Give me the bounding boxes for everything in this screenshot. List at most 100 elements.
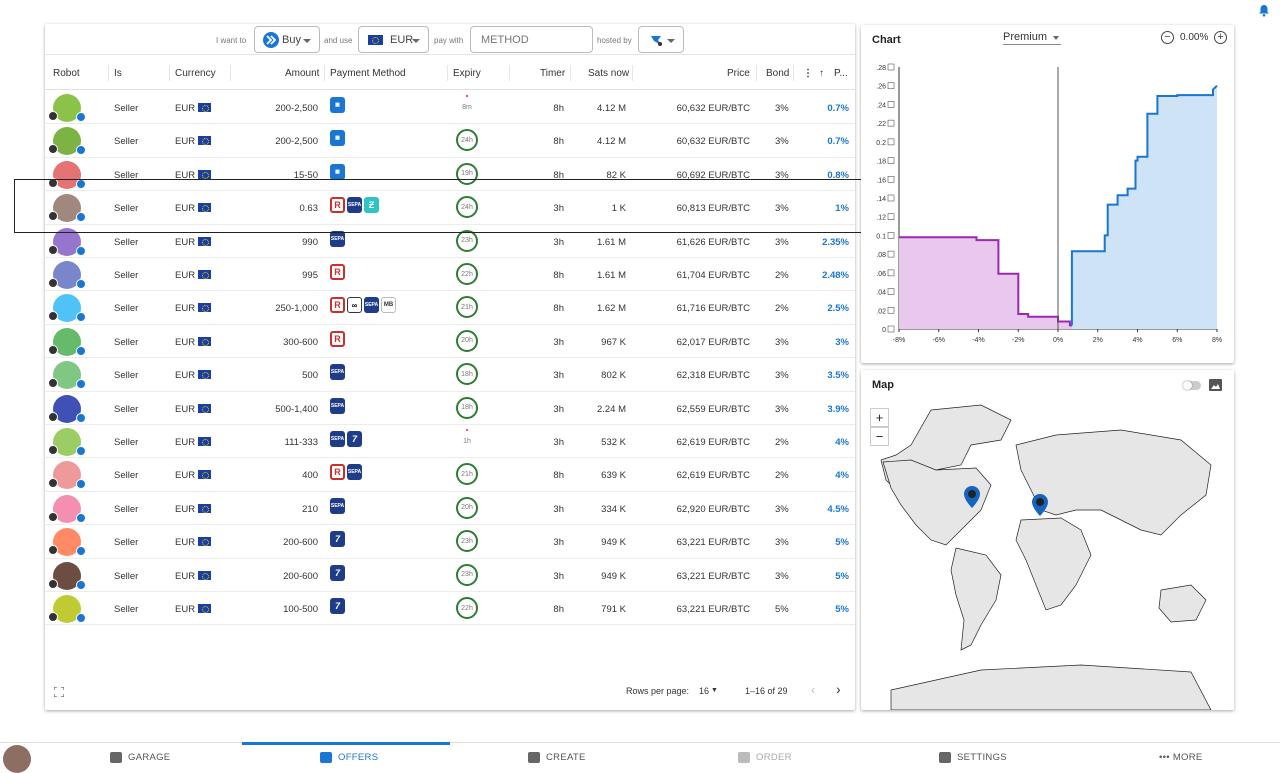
map-marker-icon[interactable] <box>964 486 980 508</box>
robot-badge-icon <box>48 244 58 255</box>
method-input[interactable] <box>470 26 593 53</box>
zoom-out-icon[interactable]: − <box>1161 31 1174 44</box>
world-map[interactable] <box>861 400 1234 710</box>
col-currency[interactable]: Currency <box>175 68 216 79</box>
nav-order[interactable]: ORDER <box>738 752 792 763</box>
zoom-in-icon[interactable]: + <box>1214 31 1227 44</box>
col-amount[interactable]: Amount <box>285 68 320 79</box>
rows-per-page-caret-icon[interactable]: ▼ <box>711 687 718 694</box>
cell-price: 62,619 EUR/BTC <box>676 437 750 448</box>
nav-garage[interactable]: GARAGE <box>110 752 170 763</box>
map-marker-icon[interactable] <box>1032 494 1048 516</box>
map-toggle[interactable] <box>1183 381 1201 390</box>
table-row[interactable]: Seller EUR 990 SEPA 23h 3h 1.61 M 61,626 EUR/BT… <box>45 225 855 258</box>
table-row[interactable]: Seller EUR 200-600 7 23h 3h 949 K 63,221 EUR/BT… <box>45 559 855 592</box>
table-row[interactable]: Seller EUR 100-500 7 22h 8h 791 K 63,221 EUR/BT… <box>45 592 855 626</box>
currency-select[interactable]: EUR <box>358 26 429 53</box>
depth-chart[interactable]: .28 .26 .24 .22 0.2 .18 .16 .14 .12 0.1 .08 .06 .04.… <box>861 55 1234 355</box>
cell-bond: 2% <box>775 303 789 315</box>
rows-per-page-select[interactable]: 16 <box>699 686 710 696</box>
cell-sats-now: 532 K <box>601 437 626 448</box>
table-row[interactable]: Seller EUR 400 R SEPA 21h 8h 639 K 62,619 EUR/BT… <box>45 458 855 492</box>
sort-asc-icon[interactable]: ↑ <box>819 68 824 79</box>
fullscreen-icon[interactable] <box>54 687 64 697</box>
nav-more[interactable]: ••• MORE <box>1159 752 1203 763</box>
robot-badge-icon <box>48 111 58 121</box>
cell-payment-methods: 7 <box>330 598 345 618</box>
col-premium[interactable]: P... <box>834 68 848 79</box>
coordinator-select[interactable] <box>638 26 684 53</box>
nav-offers[interactable]: OFFERS <box>320 752 378 763</box>
table-row[interactable]: Seller EUR 15-50 ▦ 19h 8h 82 K 60,692 EUR/BTC 3%… <box>45 158 855 192</box>
table-row[interactable]: Seller EUR 200-2,500 ▦ 8m 8h 4.12 M 60,632 EUR/… <box>45 91 855 125</box>
cell-price: 61,704 EUR/BTC <box>676 270 750 281</box>
buy-line <box>899 236 1088 329</box>
revolut-icon: R <box>330 264 345 280</box>
image-icon[interactable] <box>1209 379 1222 391</box>
col-bond[interactable]: Bond <box>766 68 790 79</box>
x-tick-label: 4% <box>1132 337 1142 344</box>
col-robot[interactable]: Robot <box>53 68 80 79</box>
cell-sats-now: 949 K <box>601 537 626 549</box>
col-expiry[interactable]: Expiry <box>453 68 481 79</box>
table-row[interactable]: Seller EUR 0.63 R SEPA Ƶ 24h 3h 1 K 60,813 EUR/BT… <box>45 191 855 225</box>
x-tick-label: 6% <box>1172 337 1182 344</box>
table-row[interactable]: Seller EUR 500-1,400 SEPA 18h 3h 2.24 M 62,559 … <box>45 392 855 425</box>
expiry-indicator: 20h <box>456 496 478 519</box>
cell-amount: 250-1,000 <box>275 303 318 315</box>
col-payment-method[interactable]: Payment Method <box>330 68 406 79</box>
bizum-icon: Ƶ <box>364 197 379 214</box>
col-sats-now[interactable]: Sats now <box>588 68 630 79</box>
x-tick-label: -2% <box>1012 337 1024 344</box>
cell-currency: EUR <box>175 403 212 415</box>
expiry-indicator: 21h <box>456 463 478 486</box>
notification-bell-icon[interactable] <box>1258 4 1270 17</box>
table-row[interactable]: Seller EUR 200-600 7 23h 3h 949 K 63,221 EUR/BT… <box>45 525 855 559</box>
table-row[interactable]: Seller EUR 210 SEPA 20h 3h 334 K 62,920 EUR/BTC… <box>45 492 855 526</box>
table-row[interactable]: Seller EUR 300-600 R 20h 3h 967 K 62,017 EUR/BT… <box>45 325 855 359</box>
table-row[interactable]: Seller EUR 250-1,000 R ∞ SEPA MB 21h 8h 1.62 M 61,… <box>45 291 855 325</box>
cell-sats-now: 967 K <box>601 336 626 348</box>
next-page-icon[interactable]: › <box>836 681 841 697</box>
eu-flag-icon <box>198 169 212 179</box>
cell-payment-methods: SEPA 7 <box>330 431 362 451</box>
robot-badge-icon <box>48 578 58 589</box>
y-tick-box <box>887 101 895 108</box>
sepa-icon: SEPA <box>330 497 345 514</box>
cell-bond: 3% <box>775 203 789 215</box>
action-select[interactable]: Buy <box>254 26 320 53</box>
nav-create[interactable]: CREATE <box>528 752 586 763</box>
table-row[interactable]: Seller EUR 500 SEPA 18h 3h 802 K 62,318 EUR/BTC… <box>45 358 855 392</box>
cell-sats-now: 1.62 M <box>596 303 626 315</box>
table-row[interactable]: Seller EUR 995 R 22h 8h 1.61 M 61,704 EUR/BTC 2%… <box>45 258 855 292</box>
robot-status-icon <box>76 245 86 256</box>
cell-amount: 500-1,400 <box>275 403 318 415</box>
chart-axis-select[interactable]: Premium <box>1003 31 1062 45</box>
cell-is: Seller <box>114 236 139 248</box>
col-is[interactable]: Is <box>114 68 122 79</box>
col-timer[interactable]: Timer <box>540 68 566 79</box>
map-zoom-out-button[interactable]: − <box>870 427 889 446</box>
instant-sepa-icon: 7 <box>330 564 345 581</box>
cell-premium: 4.5% <box>827 503 849 515</box>
table-row[interactable]: Seller EUR 200-2,500 ▦ 24h 8h 4.12 M 60,632 EUR… <box>45 124 855 158</box>
cell-sats-now: 4.12 M <box>596 103 626 114</box>
y-tick-label: .26 <box>876 84 886 91</box>
column-menu-icon[interactable]: ⋮ <box>803 68 813 79</box>
y-tick-box <box>887 194 895 202</box>
user-avatar[interactable] <box>3 745 31 773</box>
table-row[interactable]: Seller EUR 111-333 SEPA 7 1h 3h 532 K 62,619 EUR… <box>45 425 855 459</box>
filter-bar: I want to Buy and use EUR pay with hoste… <box>45 24 855 55</box>
cell-sats-now: 791 K <box>601 604 626 615</box>
cell-is: Seller <box>114 470 139 482</box>
prev-page-icon[interactable]: ‹ <box>811 683 815 697</box>
map-zoom-in-button[interactable]: + <box>870 408 889 427</box>
y-tick-box <box>887 232 895 239</box>
expiry-indicator: 23h <box>456 530 478 553</box>
cell-is: Seller <box>114 370 139 382</box>
col-price[interactable]: Price <box>727 68 750 79</box>
nav-settings[interactable]: SETTINGS <box>939 752 1007 763</box>
sell-line <box>1070 84 1218 326</box>
y-tick-box <box>887 82 895 90</box>
robot-status-icon <box>76 312 86 323</box>
